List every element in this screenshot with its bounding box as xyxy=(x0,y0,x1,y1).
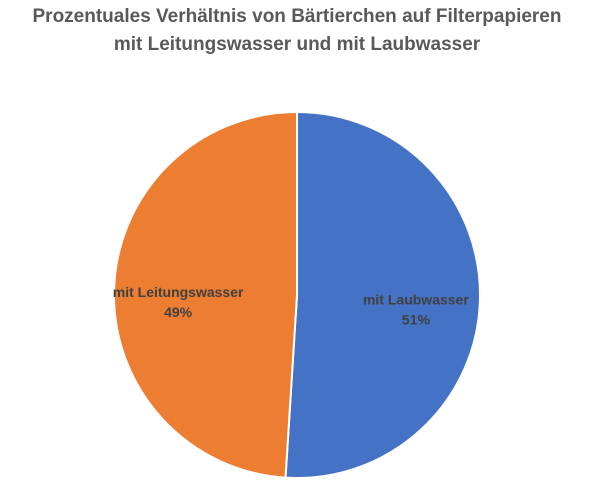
pie-slice xyxy=(113,110,298,479)
slice-label: mit Leitungswasser xyxy=(113,284,244,300)
pie-slice xyxy=(284,110,481,479)
slice-value-label: 51% xyxy=(402,311,431,327)
slice-value-label: 49% xyxy=(164,304,193,320)
chart-title: Prozentuales Verhältnis von Bärtierchen … xyxy=(33,6,562,27)
slice-label: mit Laubwasser xyxy=(363,291,469,307)
chart-title: mit Leitungswasser und mit Laubwasser xyxy=(114,34,481,55)
